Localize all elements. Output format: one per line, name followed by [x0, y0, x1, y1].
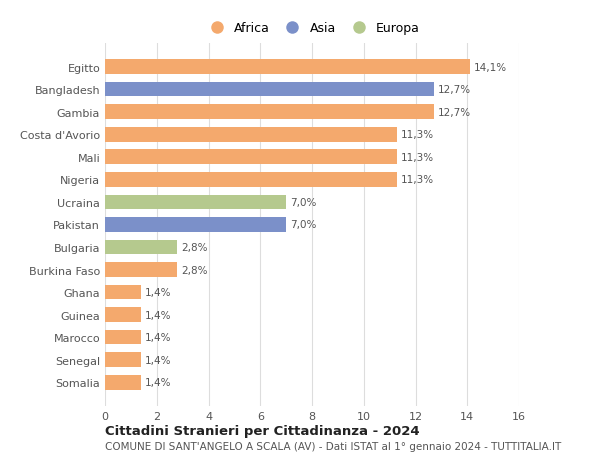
Bar: [105, 150, 397, 165]
Bar: [105, 173, 397, 187]
Text: 1,4%: 1,4%: [145, 355, 172, 365]
Text: 1,4%: 1,4%: [145, 377, 172, 387]
Text: Cittadini Stranieri per Cittadinanza - 2024: Cittadini Stranieri per Cittadinanza - 2…: [105, 424, 419, 437]
Text: 14,1%: 14,1%: [474, 62, 507, 73]
Bar: [105, 375, 141, 390]
Bar: [105, 240, 178, 255]
Bar: [105, 218, 286, 232]
Bar: [105, 83, 434, 97]
Bar: [105, 308, 141, 322]
Legend: Africa, Asia, Europa: Africa, Asia, Europa: [199, 17, 425, 40]
Bar: [105, 195, 286, 210]
Text: 1,4%: 1,4%: [145, 310, 172, 320]
Bar: [105, 60, 470, 75]
Bar: [105, 263, 178, 277]
Text: COMUNE DI SANT'ANGELO A SCALA (AV) - Dati ISTAT al 1° gennaio 2024 - TUTTITALIA.: COMUNE DI SANT'ANGELO A SCALA (AV) - Dat…: [105, 441, 561, 451]
Text: 11,3%: 11,3%: [401, 130, 434, 140]
Text: 2,8%: 2,8%: [181, 242, 208, 252]
Bar: [105, 285, 141, 300]
Text: 7,0%: 7,0%: [290, 197, 316, 207]
Bar: [105, 105, 434, 120]
Bar: [105, 128, 397, 142]
Text: 12,7%: 12,7%: [437, 107, 470, 118]
Text: 11,3%: 11,3%: [401, 175, 434, 185]
Text: 1,4%: 1,4%: [145, 287, 172, 297]
Text: 2,8%: 2,8%: [181, 265, 208, 275]
Text: 1,4%: 1,4%: [145, 332, 172, 342]
Text: 12,7%: 12,7%: [437, 85, 470, 95]
Bar: [105, 353, 141, 367]
Text: 11,3%: 11,3%: [401, 152, 434, 162]
Text: 7,0%: 7,0%: [290, 220, 316, 230]
Bar: [105, 330, 141, 345]
